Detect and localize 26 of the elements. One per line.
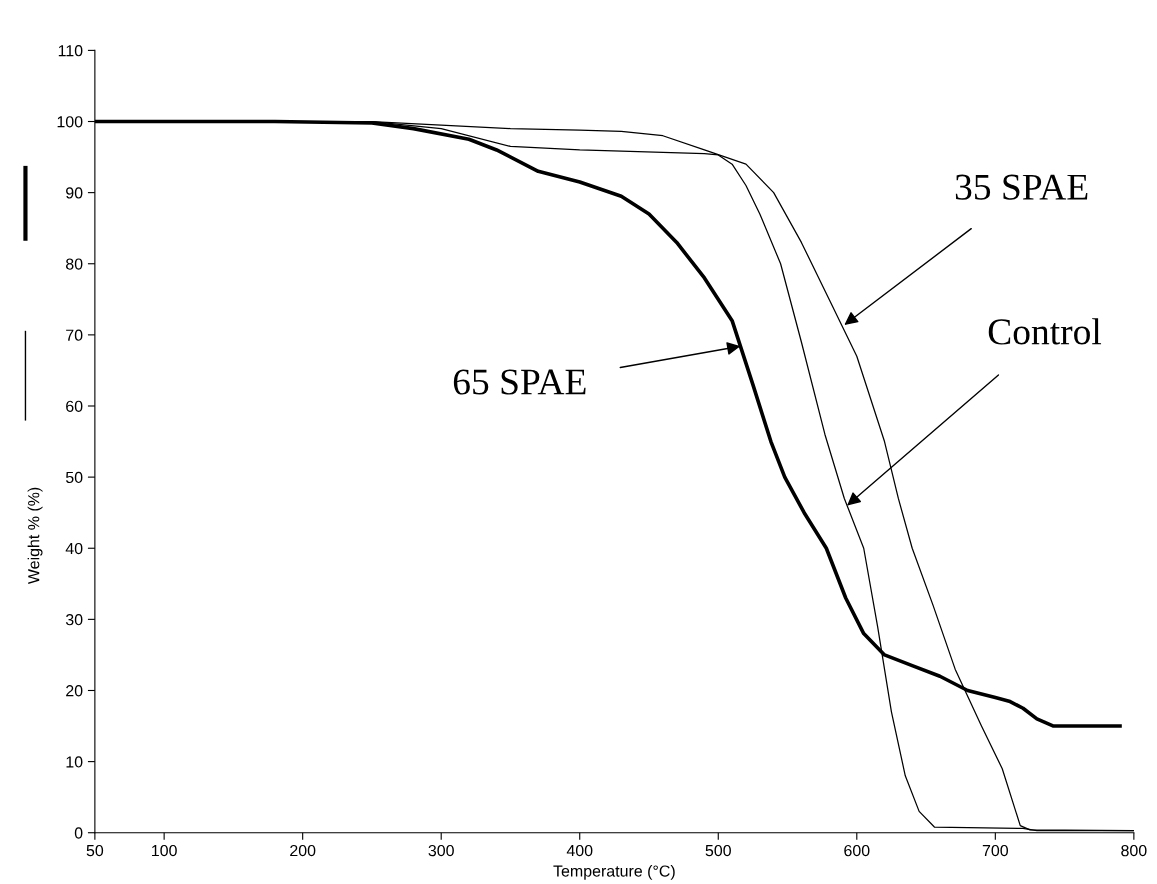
- x-tick-label: 100: [152, 844, 177, 857]
- y-tick-label: 10: [66, 756, 83, 768]
- y-tick-label: 80: [66, 258, 83, 270]
- annotation: 65 SPAE: [453, 369, 586, 395]
- x-tick-label: 500: [705, 844, 731, 857]
- x-tick-label: 300: [428, 844, 454, 857]
- y-tick-label: 60: [66, 400, 83, 412]
- x-tick-label: 600: [844, 844, 870, 857]
- x-tick-label: 200: [290, 844, 316, 857]
- y-tick-label: 30: [65, 614, 83, 626]
- x-axis-title: Temperature (°C): [553, 864, 675, 880]
- annotation: Control: [988, 318, 1102, 345]
- y-tick-label: 40: [65, 542, 83, 555]
- y-tick-label: 20: [66, 685, 83, 697]
- x-tick-label: 800: [1121, 844, 1147, 857]
- annotation: 35 SPAE: [955, 174, 1088, 200]
- y-tick-label: 50: [65, 471, 83, 484]
- y-tick-label: 110: [58, 45, 83, 57]
- y-tick-label: 70: [66, 329, 83, 341]
- x-tick-label: 700: [982, 844, 1009, 857]
- y-axis-title: Weight % (%): [27, 487, 43, 585]
- y-tick-label: 100: [57, 116, 83, 128]
- x-tick-label: 400: [566, 844, 593, 857]
- x-tick-label: 50: [86, 844, 104, 857]
- y-tick-label: 0: [74, 827, 83, 839]
- y-tick-label: 90: [66, 187, 83, 199]
